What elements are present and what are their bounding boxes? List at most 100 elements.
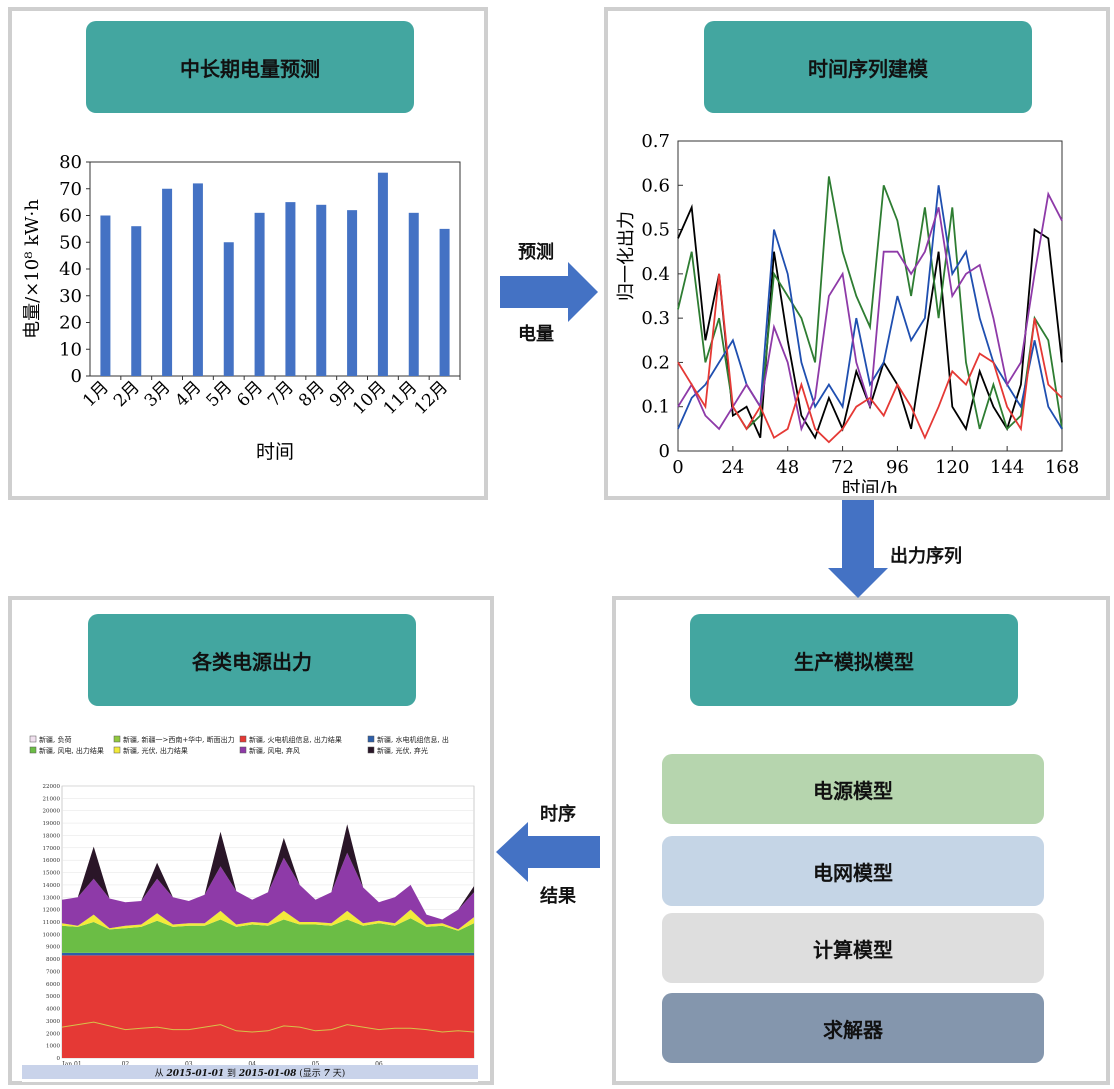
y-tick-label: 9000 bbox=[46, 945, 60, 951]
bar bbox=[192, 183, 203, 376]
wind-curtailment-area bbox=[62, 852, 474, 930]
x-tick-label: 10月 bbox=[349, 377, 390, 418]
timeseries-panel-title: 时间序列建模 bbox=[704, 21, 1032, 113]
legend-swatch bbox=[239, 746, 247, 754]
y-tick-label: 0.5 bbox=[641, 220, 670, 241]
x-tick-label: Jan 01 bbox=[61, 1061, 81, 1068]
date-range-bar bbox=[22, 1065, 478, 1079]
x-tick-label: 168 bbox=[1045, 457, 1079, 478]
legend-swatch bbox=[367, 735, 375, 743]
y-tick-label: 13000 bbox=[43, 895, 61, 901]
x-tick-label: 1月 bbox=[79, 377, 113, 411]
x-tick-label: 48 bbox=[776, 457, 799, 478]
y-tick-label: 4000 bbox=[46, 1007, 60, 1013]
x-tick-label: 5月 bbox=[202, 377, 236, 411]
plot-frame bbox=[677, 140, 1063, 452]
x-axis-label: 时间 bbox=[256, 441, 294, 463]
production-panel: 生产模拟模型 电源模型 电网模型 计算模型 求解器 bbox=[612, 596, 1110, 1085]
power-output-area-chart: 新疆, 负荷 新疆, 新疆一>西南+华中, 断面出力 新疆, 火电机组信息, 出力结… bbox=[22, 722, 478, 1082]
x-tick-label: 12月 bbox=[411, 377, 452, 418]
forecast-panel-title: 中长期电量预测 bbox=[86, 21, 414, 113]
solver-block: 求解器 bbox=[662, 993, 1044, 1063]
x-tick-label: 144 bbox=[990, 457, 1024, 478]
bar bbox=[131, 226, 142, 376]
y-tick-label: 2000 bbox=[46, 1031, 60, 1037]
y-tick-label: 5000 bbox=[46, 994, 60, 1000]
legend-label: 新疆, 火电机组信息, 出力结果 bbox=[249, 735, 342, 744]
legend-label: 新疆, 光伏, 弃光 bbox=[377, 746, 428, 755]
y-tick-label: 40 bbox=[59, 259, 82, 280]
y-tick-label: 10 bbox=[59, 339, 82, 360]
plot-frame bbox=[89, 161, 461, 377]
y-tick-label: 80 bbox=[59, 152, 82, 173]
legend-label: 新疆, 风电, 出力结果 bbox=[39, 746, 104, 755]
bar bbox=[316, 204, 327, 376]
y-tick-label: 20 bbox=[59, 313, 82, 334]
wind-area bbox=[62, 918, 474, 953]
y-tick-label: 19000 bbox=[43, 821, 61, 827]
forecast-arrow-icon bbox=[500, 262, 598, 322]
x-tick-label: 24 bbox=[721, 457, 744, 478]
x-tick-label: 6月 bbox=[233, 377, 267, 411]
x-tick-label: 05 bbox=[312, 1061, 320, 1068]
legend-swatch bbox=[367, 746, 375, 754]
y-tick-label: 0.1 bbox=[641, 397, 670, 418]
series-line bbox=[677, 176, 1063, 431]
y-tick-label: 15000 bbox=[43, 871, 61, 877]
normalized-output-line-chart: 0 0.1 0.2 0.3 0.4 0.5 0.6 0.7 0 24 48 72 96 120 144 168… bbox=[616, 131, 1079, 493]
x-tick-label: 02 bbox=[122, 1061, 130, 1068]
output-panel: 各类电源出力 新疆, 负荷 新疆, 新疆一>西南+华中, 断面出力 新疆, 火电机组… bbox=[8, 596, 494, 1085]
y-tick-label: 8000 bbox=[46, 957, 60, 963]
series-line bbox=[677, 185, 1063, 430]
y-tick-label: 18000 bbox=[43, 833, 61, 839]
grid-model-block: 电网模型 bbox=[662, 836, 1044, 906]
legend-swatch bbox=[29, 746, 37, 754]
y-tick-label: 0 bbox=[57, 1056, 61, 1062]
legend-label: 新疆, 新疆一>西南+华中, 断面出力 bbox=[123, 735, 235, 744]
bar bbox=[439, 228, 450, 376]
y-tick-label: 60 bbox=[59, 206, 82, 227]
thermal-area bbox=[62, 955, 474, 1058]
x-tick-label: 11月 bbox=[380, 377, 421, 418]
x-tick-label: 3月 bbox=[141, 377, 175, 411]
legend-swatch bbox=[113, 746, 121, 754]
forecast-panel: 中长期电量预测 0 10 20 30 40 50 60 70 80 1月 2月 3月 4月 5月 6月 7月 8… bbox=[8, 7, 488, 500]
legend-swatch bbox=[239, 735, 247, 743]
forecast-arrow-label-top: 预测 bbox=[518, 242, 554, 263]
output-panel-title: 各类电源出力 bbox=[88, 614, 416, 706]
y-tick-label: 10000 bbox=[43, 932, 61, 938]
legend-label: 新疆, 光伏, 出力结果 bbox=[123, 746, 188, 755]
y-tick-label: 0.6 bbox=[641, 175, 670, 196]
bar bbox=[223, 242, 234, 376]
y-tick-label: 0 bbox=[659, 441, 670, 462]
legend-label: 新疆, 风电, 弃风 bbox=[249, 746, 300, 755]
x-axis-label: 时间/h bbox=[842, 478, 899, 493]
forecast-arrow-label-bottom: 电量 bbox=[518, 324, 554, 345]
hydro-area bbox=[62, 952, 474, 956]
y-tick-label: 7000 bbox=[46, 969, 60, 975]
y-tick-label: 3000 bbox=[46, 1019, 60, 1025]
y-tick-label: 21000 bbox=[43, 796, 61, 802]
legend-swatch bbox=[29, 735, 37, 743]
timeseries-panel: 时间序列建模 0 0.1 0.2 0.3 0.4 0.5 0.6 0.7 0 24 48 72 96 12… bbox=[604, 7, 1110, 500]
legend-label: 新疆, 负荷 bbox=[39, 735, 71, 744]
result-arrow-icon bbox=[496, 822, 600, 882]
bar bbox=[347, 210, 358, 376]
date-range-label: 从 2015-01-01 到 2015-01-08 (显示 7 天) bbox=[155, 1067, 346, 1079]
result-arrow-label-top: 时序 bbox=[540, 804, 576, 825]
x-tick-label: 03 bbox=[185, 1061, 193, 1068]
y-tick-label: 0.2 bbox=[641, 352, 670, 373]
series-line bbox=[677, 273, 1063, 444]
bar bbox=[285, 202, 296, 376]
x-tick-label: 4月 bbox=[172, 377, 206, 411]
x-tick-label: 120 bbox=[935, 457, 969, 478]
series-line bbox=[677, 191, 1063, 432]
bar bbox=[100, 215, 111, 376]
y-axis-label: 电量/×10⁸ kW·h bbox=[22, 199, 43, 339]
bar bbox=[162, 188, 173, 376]
x-tick-label: 8月 bbox=[295, 377, 329, 411]
y-tick-label: 6000 bbox=[46, 982, 60, 988]
y-tick-label: 12000 bbox=[43, 908, 61, 914]
x-tick-label: 72 bbox=[831, 457, 854, 478]
y-tick-label: 0 bbox=[71, 366, 82, 387]
